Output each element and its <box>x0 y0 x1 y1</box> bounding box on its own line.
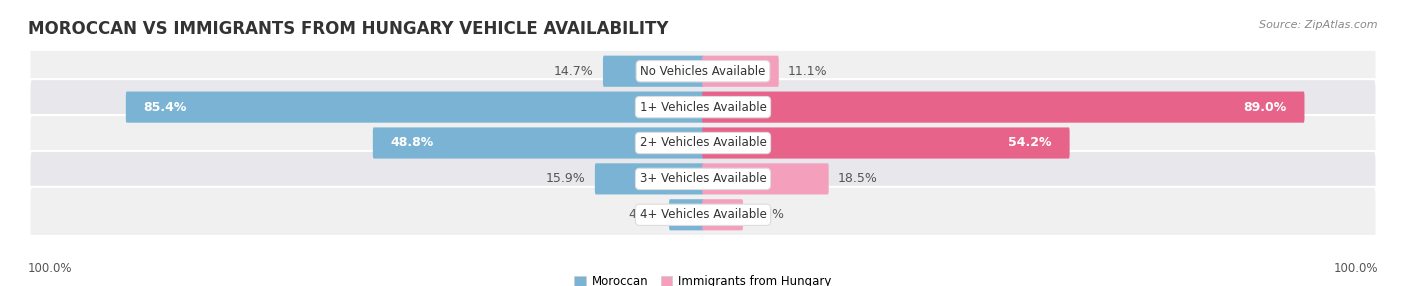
Text: 2+ Vehicles Available: 2+ Vehicles Available <box>640 136 766 150</box>
FancyBboxPatch shape <box>603 56 704 87</box>
Text: 18.5%: 18.5% <box>838 172 877 185</box>
Text: 15.9%: 15.9% <box>546 172 585 185</box>
FancyBboxPatch shape <box>702 56 779 87</box>
Text: 14.7%: 14.7% <box>554 65 593 78</box>
FancyBboxPatch shape <box>669 199 704 230</box>
FancyBboxPatch shape <box>702 199 742 230</box>
FancyBboxPatch shape <box>702 163 828 194</box>
FancyBboxPatch shape <box>702 128 1070 158</box>
FancyBboxPatch shape <box>30 187 1376 243</box>
FancyBboxPatch shape <box>595 163 704 194</box>
FancyBboxPatch shape <box>30 151 1376 207</box>
Text: 11.1%: 11.1% <box>787 65 828 78</box>
Text: No Vehicles Available: No Vehicles Available <box>640 65 766 78</box>
Text: 85.4%: 85.4% <box>143 101 187 114</box>
Text: 4.9%: 4.9% <box>628 208 659 221</box>
FancyBboxPatch shape <box>702 92 1305 123</box>
Text: 4+ Vehicles Available: 4+ Vehicles Available <box>640 208 766 221</box>
Text: 100.0%: 100.0% <box>1333 262 1378 275</box>
Text: 5.8%: 5.8% <box>752 208 785 221</box>
Legend: Moroccan, Immigrants from Hungary: Moroccan, Immigrants from Hungary <box>569 270 837 286</box>
Text: MOROCCAN VS IMMIGRANTS FROM HUNGARY VEHICLE AVAILABILITY: MOROCCAN VS IMMIGRANTS FROM HUNGARY VEHI… <box>28 20 669 38</box>
Text: 54.2%: 54.2% <box>1008 136 1052 150</box>
Text: 1+ Vehicles Available: 1+ Vehicles Available <box>640 101 766 114</box>
FancyBboxPatch shape <box>30 115 1376 171</box>
FancyBboxPatch shape <box>30 43 1376 99</box>
Text: 3+ Vehicles Available: 3+ Vehicles Available <box>640 172 766 185</box>
Text: Source: ZipAtlas.com: Source: ZipAtlas.com <box>1260 20 1378 30</box>
Text: 89.0%: 89.0% <box>1243 101 1286 114</box>
FancyBboxPatch shape <box>30 79 1376 135</box>
Text: 100.0%: 100.0% <box>28 262 73 275</box>
Text: 48.8%: 48.8% <box>391 136 434 150</box>
FancyBboxPatch shape <box>373 128 704 158</box>
FancyBboxPatch shape <box>125 92 704 123</box>
